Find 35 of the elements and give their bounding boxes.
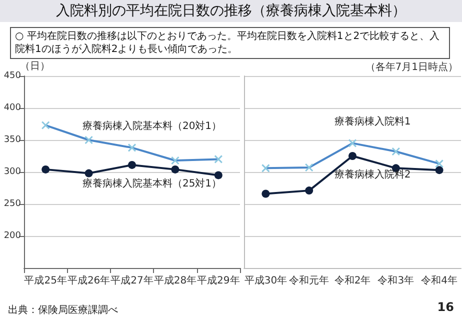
point: [435, 166, 444, 174]
point: [42, 165, 50, 174]
chart-title: 入院料別の平均在院日数の推移（療養病棟入院基本料）: [0, 0, 462, 22]
y-tick-label: 250: [4, 199, 22, 209]
x-tick-label: 令和4年: [421, 274, 458, 286]
y-tick-label: 450: [4, 71, 22, 81]
point: [84, 169, 93, 178]
series-label: 療養病棟入院料1: [334, 116, 411, 128]
x-tick-label: 平成26年: [67, 274, 110, 286]
point: [348, 152, 356, 160]
series-label: 療養病棟入院基本料（20対1）: [82, 120, 222, 132]
x-tick-label: 平成25年: [24, 274, 67, 286]
y-tick-label: 400: [4, 103, 22, 113]
y-tick-label: 350: [4, 135, 22, 145]
x-tick-label: 平成29年: [197, 274, 240, 286]
text: （各年7月1日時点）: [365, 60, 458, 74]
x-tick-label: 平成28年: [154, 274, 197, 286]
y-tick-label: 300: [4, 167, 22, 177]
y-axis-title: （日）: [20, 61, 50, 72]
x-tick-label: 平成27年: [110, 274, 154, 286]
point: [305, 186, 314, 195]
x-tick-label: 令和2年: [334, 274, 371, 286]
point: [214, 171, 222, 180]
series-label: 療養病棟入院基本料（25対1）: [82, 177, 222, 190]
text: 16: [437, 300, 454, 314]
point: [128, 160, 136, 169]
x-tick-label: 令和元年: [289, 274, 330, 286]
source-note: 出典：保険局医療課調べ: [8, 304, 118, 317]
x-tick-label: 平成30年: [244, 274, 288, 286]
point: [262, 190, 270, 198]
point: [171, 165, 180, 174]
chart-subtitle: ○ 平均在院日数の推移は以下のとおりであった。平均在院日数を入院料1と2で比較すると、入院料1のほうが入院料2よりも長い傾向であった。: [10, 27, 450, 59]
y-tick-label: 200: [4, 231, 22, 241]
series-label: 療養病棟入院料2: [334, 168, 411, 180]
x-tick-label: 令和3年: [378, 274, 414, 286]
